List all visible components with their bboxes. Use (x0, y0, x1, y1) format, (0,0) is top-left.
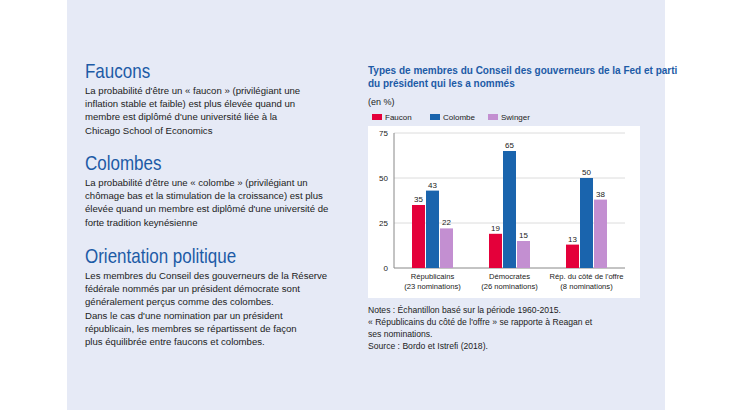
plot-background (368, 126, 640, 298)
data-label: 15 (519, 231, 528, 240)
note-line: Notes : Échantillon basé sur la période … (368, 305, 561, 315)
note-line: « Républicains du côté de l'offre » se r… (368, 317, 593, 327)
bar (412, 205, 425, 268)
x-tick-label: Démocrates(26 nominations) (481, 272, 538, 291)
legend-label: Faucon (385, 113, 412, 122)
data-labels: 35 43 22 19 65 15 13 50 38 (414, 141, 605, 244)
section-line: plus équilibrée entre faucons et colombe… (85, 336, 265, 347)
section-line: chômage bas et la stimulation de la croi… (85, 190, 323, 201)
bar (489, 234, 502, 268)
section-line: forte tradition keynésienne (85, 217, 198, 228)
section-line: Les membres du Conseil des gouverneurs d… (85, 270, 327, 281)
section-heading: Orientation politique (85, 245, 236, 268)
text-line: Rép. du côté de l'offre (550, 272, 624, 281)
bar (594, 200, 607, 268)
x-tick-label: Rép. du côté de l'offre(8 nominations) (550, 272, 624, 291)
grid-line (394, 133, 625, 134)
bar (517, 241, 530, 268)
section-line: Chicago School of Economics (85, 125, 213, 136)
bar (503, 151, 516, 268)
y-tick-label: 25 (379, 219, 388, 228)
text-line: (23 nominations) (404, 282, 461, 291)
section-line: républicain, les membres se répartissent… (85, 323, 297, 334)
section-line: fédérale nommés par un président démocra… (85, 283, 300, 294)
section-line: membre est diplômé d'une université liée… (85, 111, 278, 122)
legend-swatch (488, 114, 498, 120)
legend-swatch (372, 114, 382, 120)
bar (426, 191, 439, 268)
note-line: Source : Bordo et Istrefi (2018). (368, 341, 488, 351)
text-line: Types de membres du Conseil des gouverne… (368, 65, 678, 76)
legend-label: Colombe (443, 113, 476, 122)
bars (412, 151, 607, 268)
data-label: 43 (428, 181, 437, 190)
legend-swatch (430, 114, 440, 120)
page: Faucons La probabilité d'être un « faucon… (0, 0, 730, 410)
chart-title: Types de membres du Conseil des gouverne… (368, 65, 678, 89)
data-label: 35 (414, 195, 423, 204)
text-line: Républicains (411, 272, 455, 281)
note-line: ses nominations. (368, 329, 433, 339)
section-heading: Faucons (85, 60, 150, 83)
chart-subtitle: (en %) (368, 97, 395, 107)
section-line: élevée quand un membre est diplômé d'une… (85, 203, 328, 214)
bar (440, 228, 453, 268)
x-tick-label: Républicains(23 nominations) (404, 272, 461, 291)
data-label: 22 (442, 218, 451, 227)
section-heading: Colombes (85, 152, 161, 175)
text-line: (26 nominations) (481, 282, 538, 291)
legend: Faucon Colombe Swinger (372, 113, 530, 122)
data-label: 50 (582, 168, 591, 177)
y-tick-label: 50 (379, 174, 388, 183)
section-line: Dans le cas d'une nomination par un prés… (85, 310, 283, 321)
y-tick-label: 0 (384, 264, 389, 273)
data-label: 13 (568, 235, 577, 244)
section-line: inflation stable et faible) est plus éle… (85, 98, 295, 109)
data-label: 65 (505, 141, 514, 150)
y-tick-label: 75 (379, 129, 388, 138)
data-label: 38 (596, 190, 605, 199)
text-line: (8 nominations) (560, 282, 613, 291)
legend-label: Swinger (501, 113, 530, 122)
y-axis (394, 133, 395, 268)
text-line: du président qui les a nommés (368, 78, 515, 89)
bar (566, 245, 579, 268)
bar (580, 178, 593, 268)
section-line: La probabilité d'être un « faucon » (pri… (85, 85, 300, 96)
section-line: La probabilité d'être une « colombe » (p… (85, 177, 308, 188)
text-line: Démocrates (489, 272, 530, 281)
section-line: généralement perçus comme des colombes. (85, 296, 274, 307)
panel (67, 0, 665, 410)
data-label: 19 (491, 224, 500, 233)
